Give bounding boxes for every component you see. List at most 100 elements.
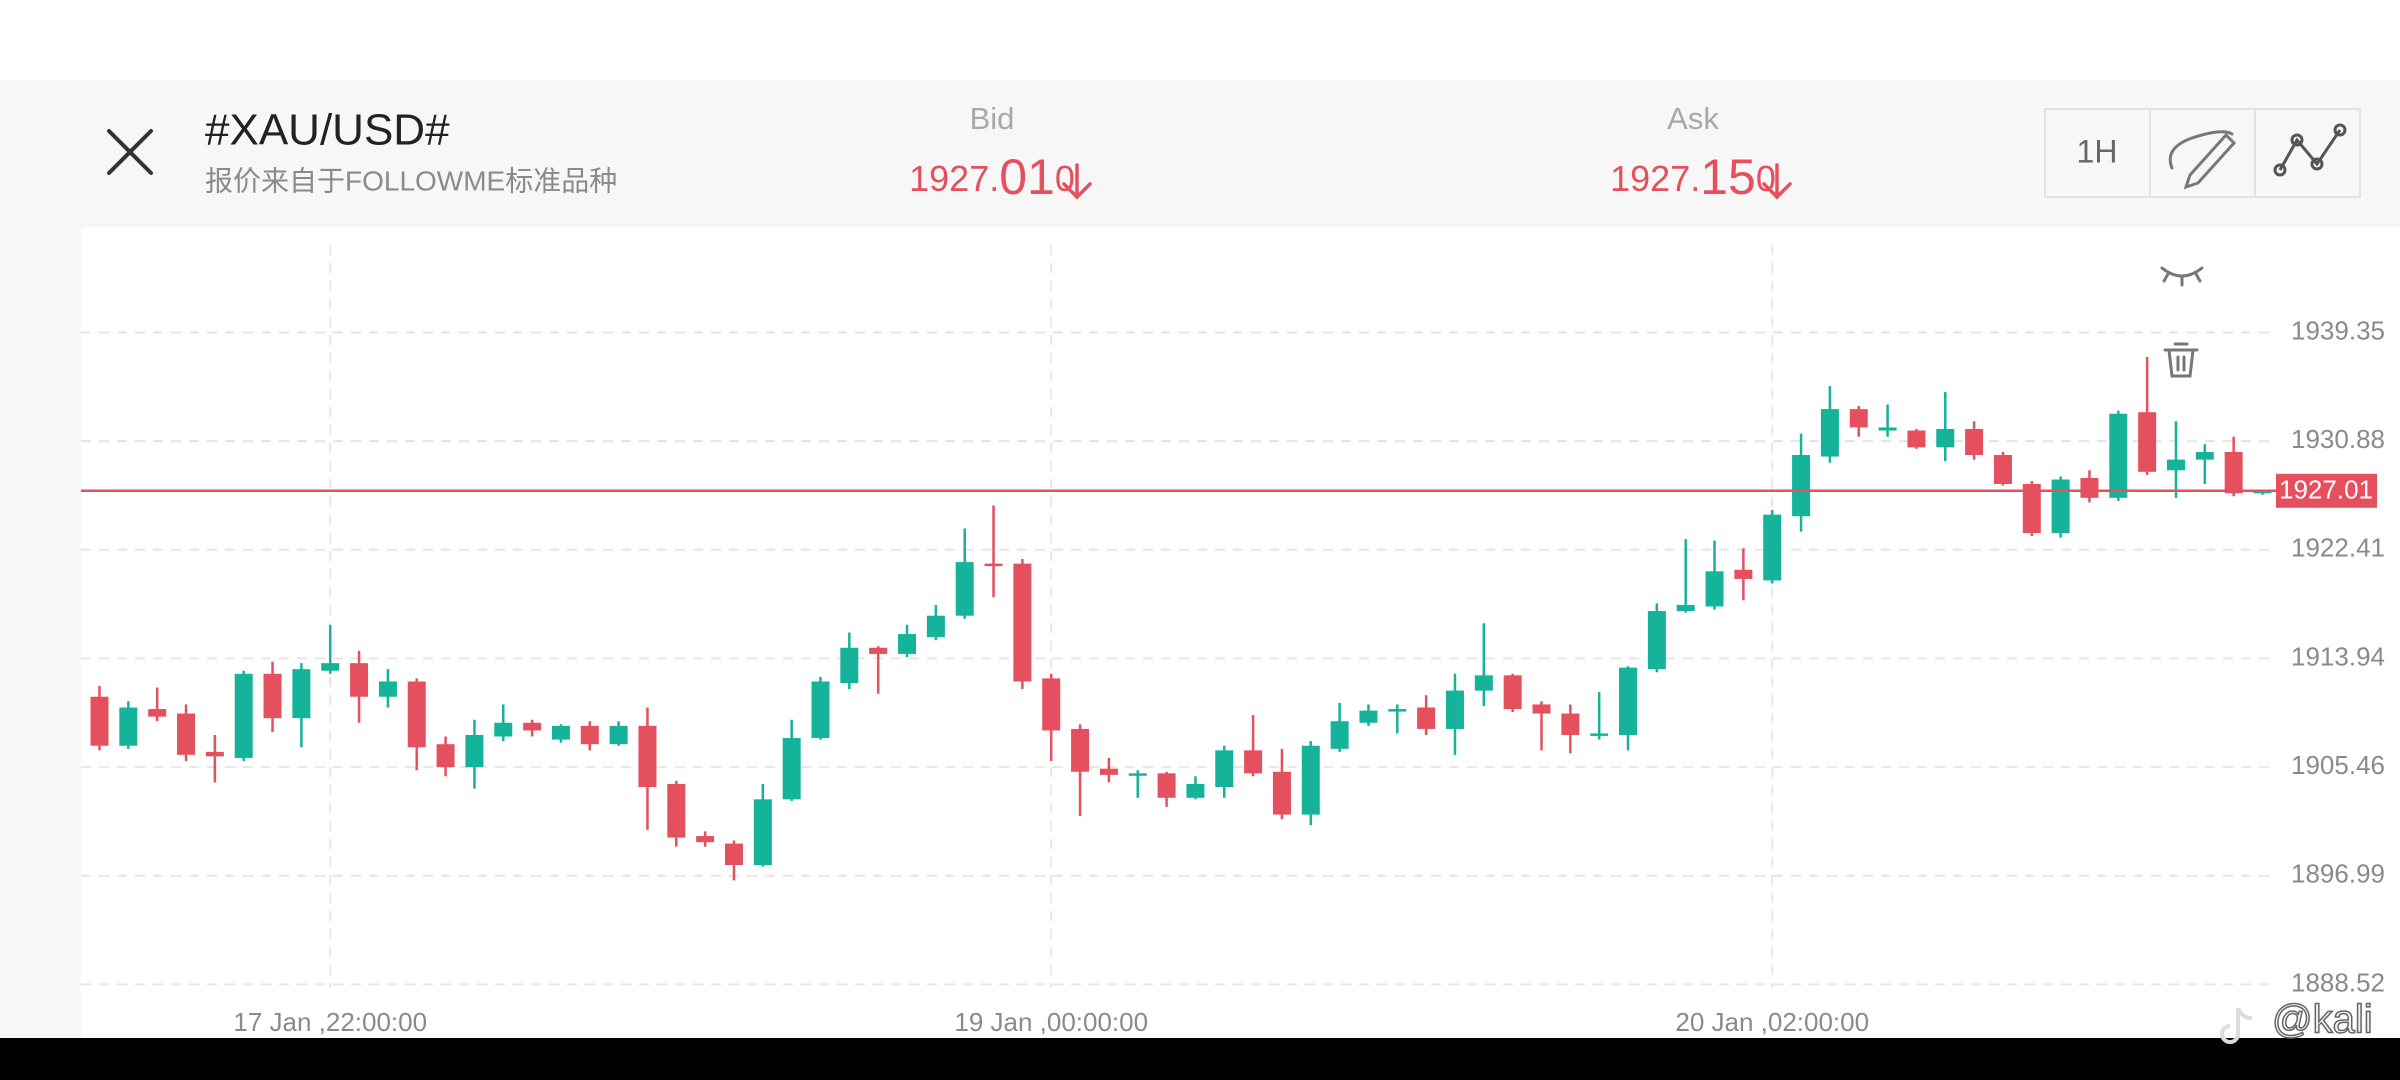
ask-price-big: 15	[1700, 149, 1756, 205]
candle-body	[2224, 451, 2243, 494]
candle-body	[1503, 675, 1522, 710]
candle-body	[1676, 604, 1695, 612]
candle-body	[263, 673, 282, 719]
candle-body	[955, 562, 974, 616]
quote-source: 报价来自于FOLLOWME标准品种	[205, 165, 617, 196]
candle-body	[724, 843, 743, 866]
status-area	[0, 0, 2400, 80]
candle-body	[494, 722, 513, 737]
close-button[interactable]	[107, 129, 153, 175]
candle-body	[984, 563, 1003, 567]
candle-body	[90, 696, 109, 746]
indicator-icon-dot	[2333, 123, 2347, 137]
candle-body	[609, 725, 628, 745]
candle-body	[1474, 675, 1493, 691]
eye-lash	[2194, 272, 2202, 283]
candle-body	[1128, 773, 1147, 776]
candle-body	[1820, 409, 1839, 457]
candle-body	[1071, 728, 1090, 772]
candle-body	[1445, 690, 1464, 729]
candle-body	[378, 681, 397, 697]
candle-body	[1619, 667, 1638, 735]
candle-body	[1647, 611, 1666, 670]
ask-price-head: 1927.	[1610, 158, 1700, 199]
delete-button[interactable]	[2163, 342, 2199, 378]
candle-body	[1042, 678, 1061, 731]
indicator-icon-line	[2278, 129, 2342, 171]
candle-body	[1849, 409, 1868, 428]
candle-body	[205, 751, 224, 757]
candle-body	[2022, 483, 2041, 533]
ask-price-tail: 0	[1756, 158, 1776, 199]
symbol-title: #XAU/USD#	[205, 106, 450, 155]
candle-body	[523, 722, 542, 731]
bid-price: 1927.010	[909, 149, 1075, 205]
bid-label: Bid	[970, 101, 1015, 136]
candle-body	[1330, 721, 1349, 749]
candle-body	[407, 681, 426, 748]
bid-price-big: 01	[999, 149, 1055, 205]
chart: 1888.52 1896.99 1905.46 1913.94 1922.41 1930.…	[81, 245, 2385, 1037]
candle-body	[1013, 563, 1032, 682]
ask-label: Ask	[1667, 101, 1719, 136]
trash-body	[2167, 348, 2195, 378]
candle-body	[2080, 477, 2099, 498]
bid-price-head: 1927.	[909, 158, 999, 199]
watermark-logo	[2220, 1007, 2253, 1044]
candle-body	[2166, 459, 2185, 471]
candle-body	[1993, 455, 2012, 484]
bid-down-arrow	[1062, 163, 1092, 200]
arrow-head	[1062, 182, 1092, 200]
candle-body	[1965, 428, 1984, 456]
draw-tool-button[interactable]	[2168, 130, 2237, 190]
candle-body	[2195, 451, 2214, 460]
candle-body	[1417, 707, 1436, 729]
candle-body	[1878, 427, 1897, 431]
candle-body	[1215, 750, 1234, 788]
watermark-text: @kali	[2272, 998, 2373, 1042]
eye-lash	[2162, 272, 2170, 283]
candle-body	[926, 615, 945, 638]
y-tick-label: 1939.35	[2291, 315, 2385, 345]
candle-body	[1244, 750, 1263, 774]
navigation-bar	[0, 1038, 2400, 1080]
candle-body	[551, 725, 570, 740]
candle-body	[638, 725, 657, 788]
x-tick-label: 17 Jan ,22:00:00	[233, 1007, 427, 1037]
candle-body	[898, 634, 917, 654]
candle-body	[1157, 773, 1176, 798]
candle-body	[1907, 430, 1926, 448]
candle-body	[177, 713, 196, 755]
candle-body	[148, 709, 167, 717]
candle-body	[292, 669, 311, 719]
candle-body	[1272, 771, 1291, 815]
candle-body	[2109, 413, 2128, 498]
candle-body	[350, 663, 369, 697]
ask-price: 1927.150	[1610, 149, 1776, 205]
hide-button[interactable]	[2160, 266, 2204, 287]
indicator-button[interactable]	[2273, 123, 2347, 177]
x-tick-label: 20 Jan ,02:00:00	[1675, 1007, 1869, 1037]
y-tick-label: 1888.52	[2291, 967, 2385, 997]
candle-body	[119, 707, 138, 746]
candle-body	[1186, 783, 1205, 798]
candle-body	[1763, 514, 1782, 581]
last-price-label: 1927.01	[2279, 475, 2373, 505]
indicator-icon-dot	[2290, 133, 2304, 147]
watermark: @kali	[2220, 997, 2373, 1044]
candle-body	[1590, 733, 1609, 736]
close-icon-stroke	[107, 129, 153, 175]
candle-body	[667, 783, 686, 838]
plot-background	[81, 227, 2400, 1038]
ask-down-arrow	[1762, 163, 1792, 200]
candle-body	[321, 663, 340, 671]
candle-body	[1936, 428, 1955, 448]
candle-body	[811, 681, 830, 739]
candle-body	[465, 734, 484, 768]
indicator-icon-dot	[2273, 163, 2287, 177]
candle-body	[2051, 479, 2070, 533]
candle-body	[1359, 710, 1378, 723]
candle-body	[580, 725, 599, 745]
